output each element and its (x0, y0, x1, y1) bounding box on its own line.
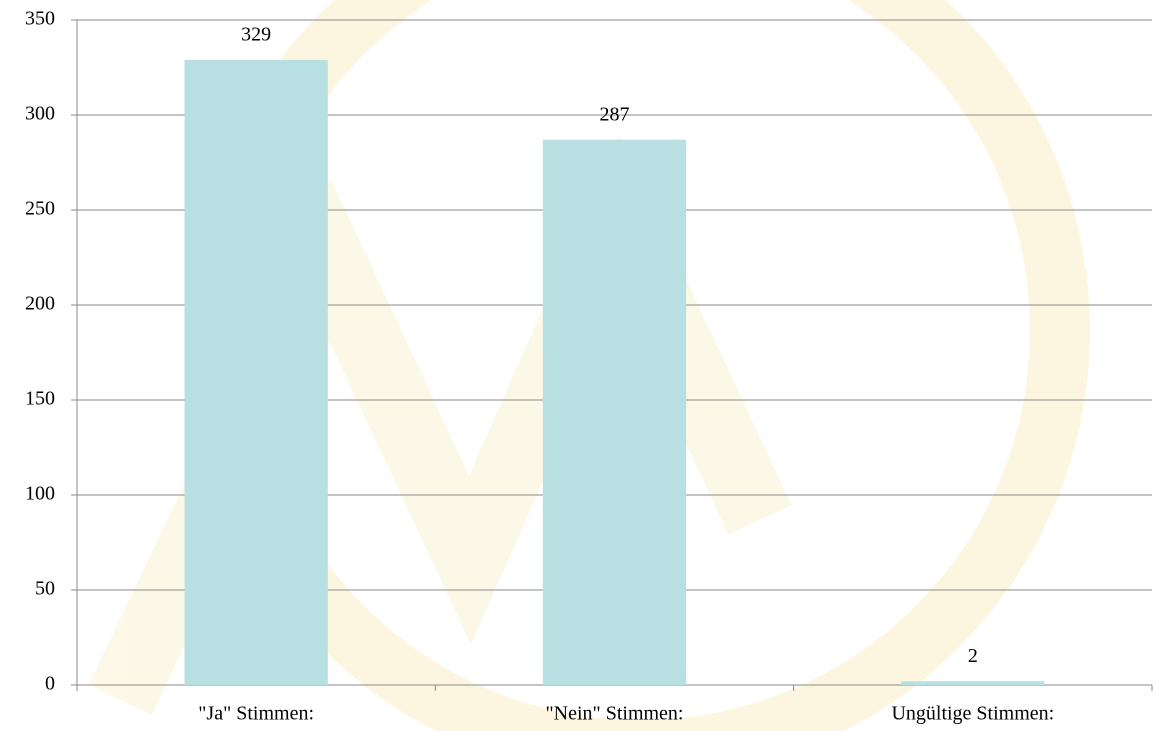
data-label: 287 (600, 103, 630, 125)
bar (184, 59, 328, 685)
y-tick-label: 200 (25, 293, 55, 315)
data-label: 329 (241, 23, 271, 45)
y-tick-label: 350 (25, 8, 55, 30)
y-tick-label: 50 (35, 578, 55, 600)
y-tick-label: 150 (25, 388, 55, 410)
y-tick-label: 250 (25, 198, 55, 220)
x-tick-label: "Nein" Stimmen: (546, 703, 684, 725)
bar (901, 681, 1045, 685)
data-label: 2 (968, 645, 978, 667)
y-tick-label: 0 (45, 673, 55, 695)
x-tick-label: "Ja" Stimmen: (198, 703, 314, 725)
x-tick-label: Ungültige Stimmen: (891, 703, 1054, 725)
bar (542, 139, 687, 685)
y-tick-label: 100 (25, 483, 55, 505)
y-tick-label: 300 (25, 103, 55, 125)
